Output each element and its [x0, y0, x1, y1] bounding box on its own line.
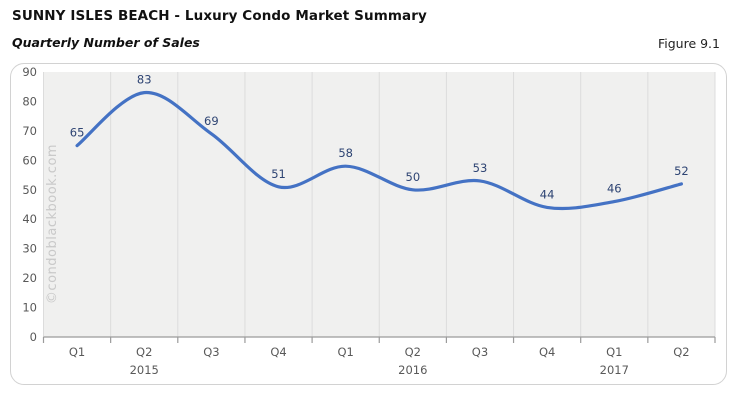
y-axis-tick-label: 30	[22, 242, 37, 256]
data-point-label: 65	[70, 126, 85, 140]
y-axis-tick-label: 90	[22, 65, 37, 79]
data-point-label: 69	[204, 114, 219, 128]
y-axis-tick-label: 50	[22, 183, 37, 197]
x-axis-quarter-label: Q4	[539, 345, 555, 359]
sales-series-line	[75, 90, 683, 211]
y-axis-tick-label: 60	[22, 153, 37, 167]
x-axis-quarter-label: Q1	[606, 345, 622, 359]
data-point-label: 58	[338, 146, 353, 160]
x-axis-quarter-label: Q3	[203, 345, 219, 359]
x-axis-quarter-label: Q3	[472, 345, 488, 359]
x-axis-quarter-label: Q2	[673, 345, 689, 359]
x-axis-quarter-label: Q2	[405, 345, 421, 359]
data-point-label: 53	[473, 161, 488, 175]
y-axis-tick-label: 10	[22, 301, 37, 315]
x-axis-year-label: 2015	[130, 363, 159, 377]
sales-line-chart: 0 10 20 30 40 50 60 70 80 90 Q1 Q2 Q3 Q4 Q1 Q2 Q3 Q4 Q1 Q2 2…	[22, 65, 716, 377]
x-axis-year-label: 2016	[398, 363, 427, 377]
x-axis-quarter-label: Q4	[270, 345, 286, 359]
x-axis-quarter-label: Q1	[337, 345, 353, 359]
y-axis-tick-label: 80	[22, 94, 37, 108]
figure-number-label: Figure 9.1	[657, 36, 720, 51]
y-axis-tick-label: 70	[22, 124, 37, 138]
data-point-label: 46	[607, 182, 622, 196]
y-axis-tick-label: 20	[22, 271, 37, 285]
data-point-label: 52	[674, 164, 689, 178]
x-axis-quarter-label: Q2	[136, 345, 152, 359]
data-point-label: 44	[540, 187, 555, 201]
data-point-label: 50	[406, 170, 421, 184]
x-axis-quarter-label: Q1	[69, 345, 85, 359]
chart-frame: 0 10 20 30 40 50 60 70 80 90 Q1 Q2 Q3 Q4 Q1 Q2 Q3 Q4 Q1 Q2 2…	[10, 63, 727, 385]
data-point-label: 83	[137, 73, 152, 87]
x-axis-year-label: 2017	[600, 363, 629, 377]
y-axis-tick-label: 0	[30, 330, 37, 344]
page-title: SUNNY ISLES BEACH - Luxury Condo Market …	[12, 8, 427, 24]
data-point-label: 51	[271, 167, 286, 181]
y-axis-tick-label: 40	[22, 212, 37, 226]
chart-subtitle: Quarterly Number of Sales	[12, 35, 200, 50]
watermark-text: ©condoblackbook.com	[45, 144, 60, 304]
